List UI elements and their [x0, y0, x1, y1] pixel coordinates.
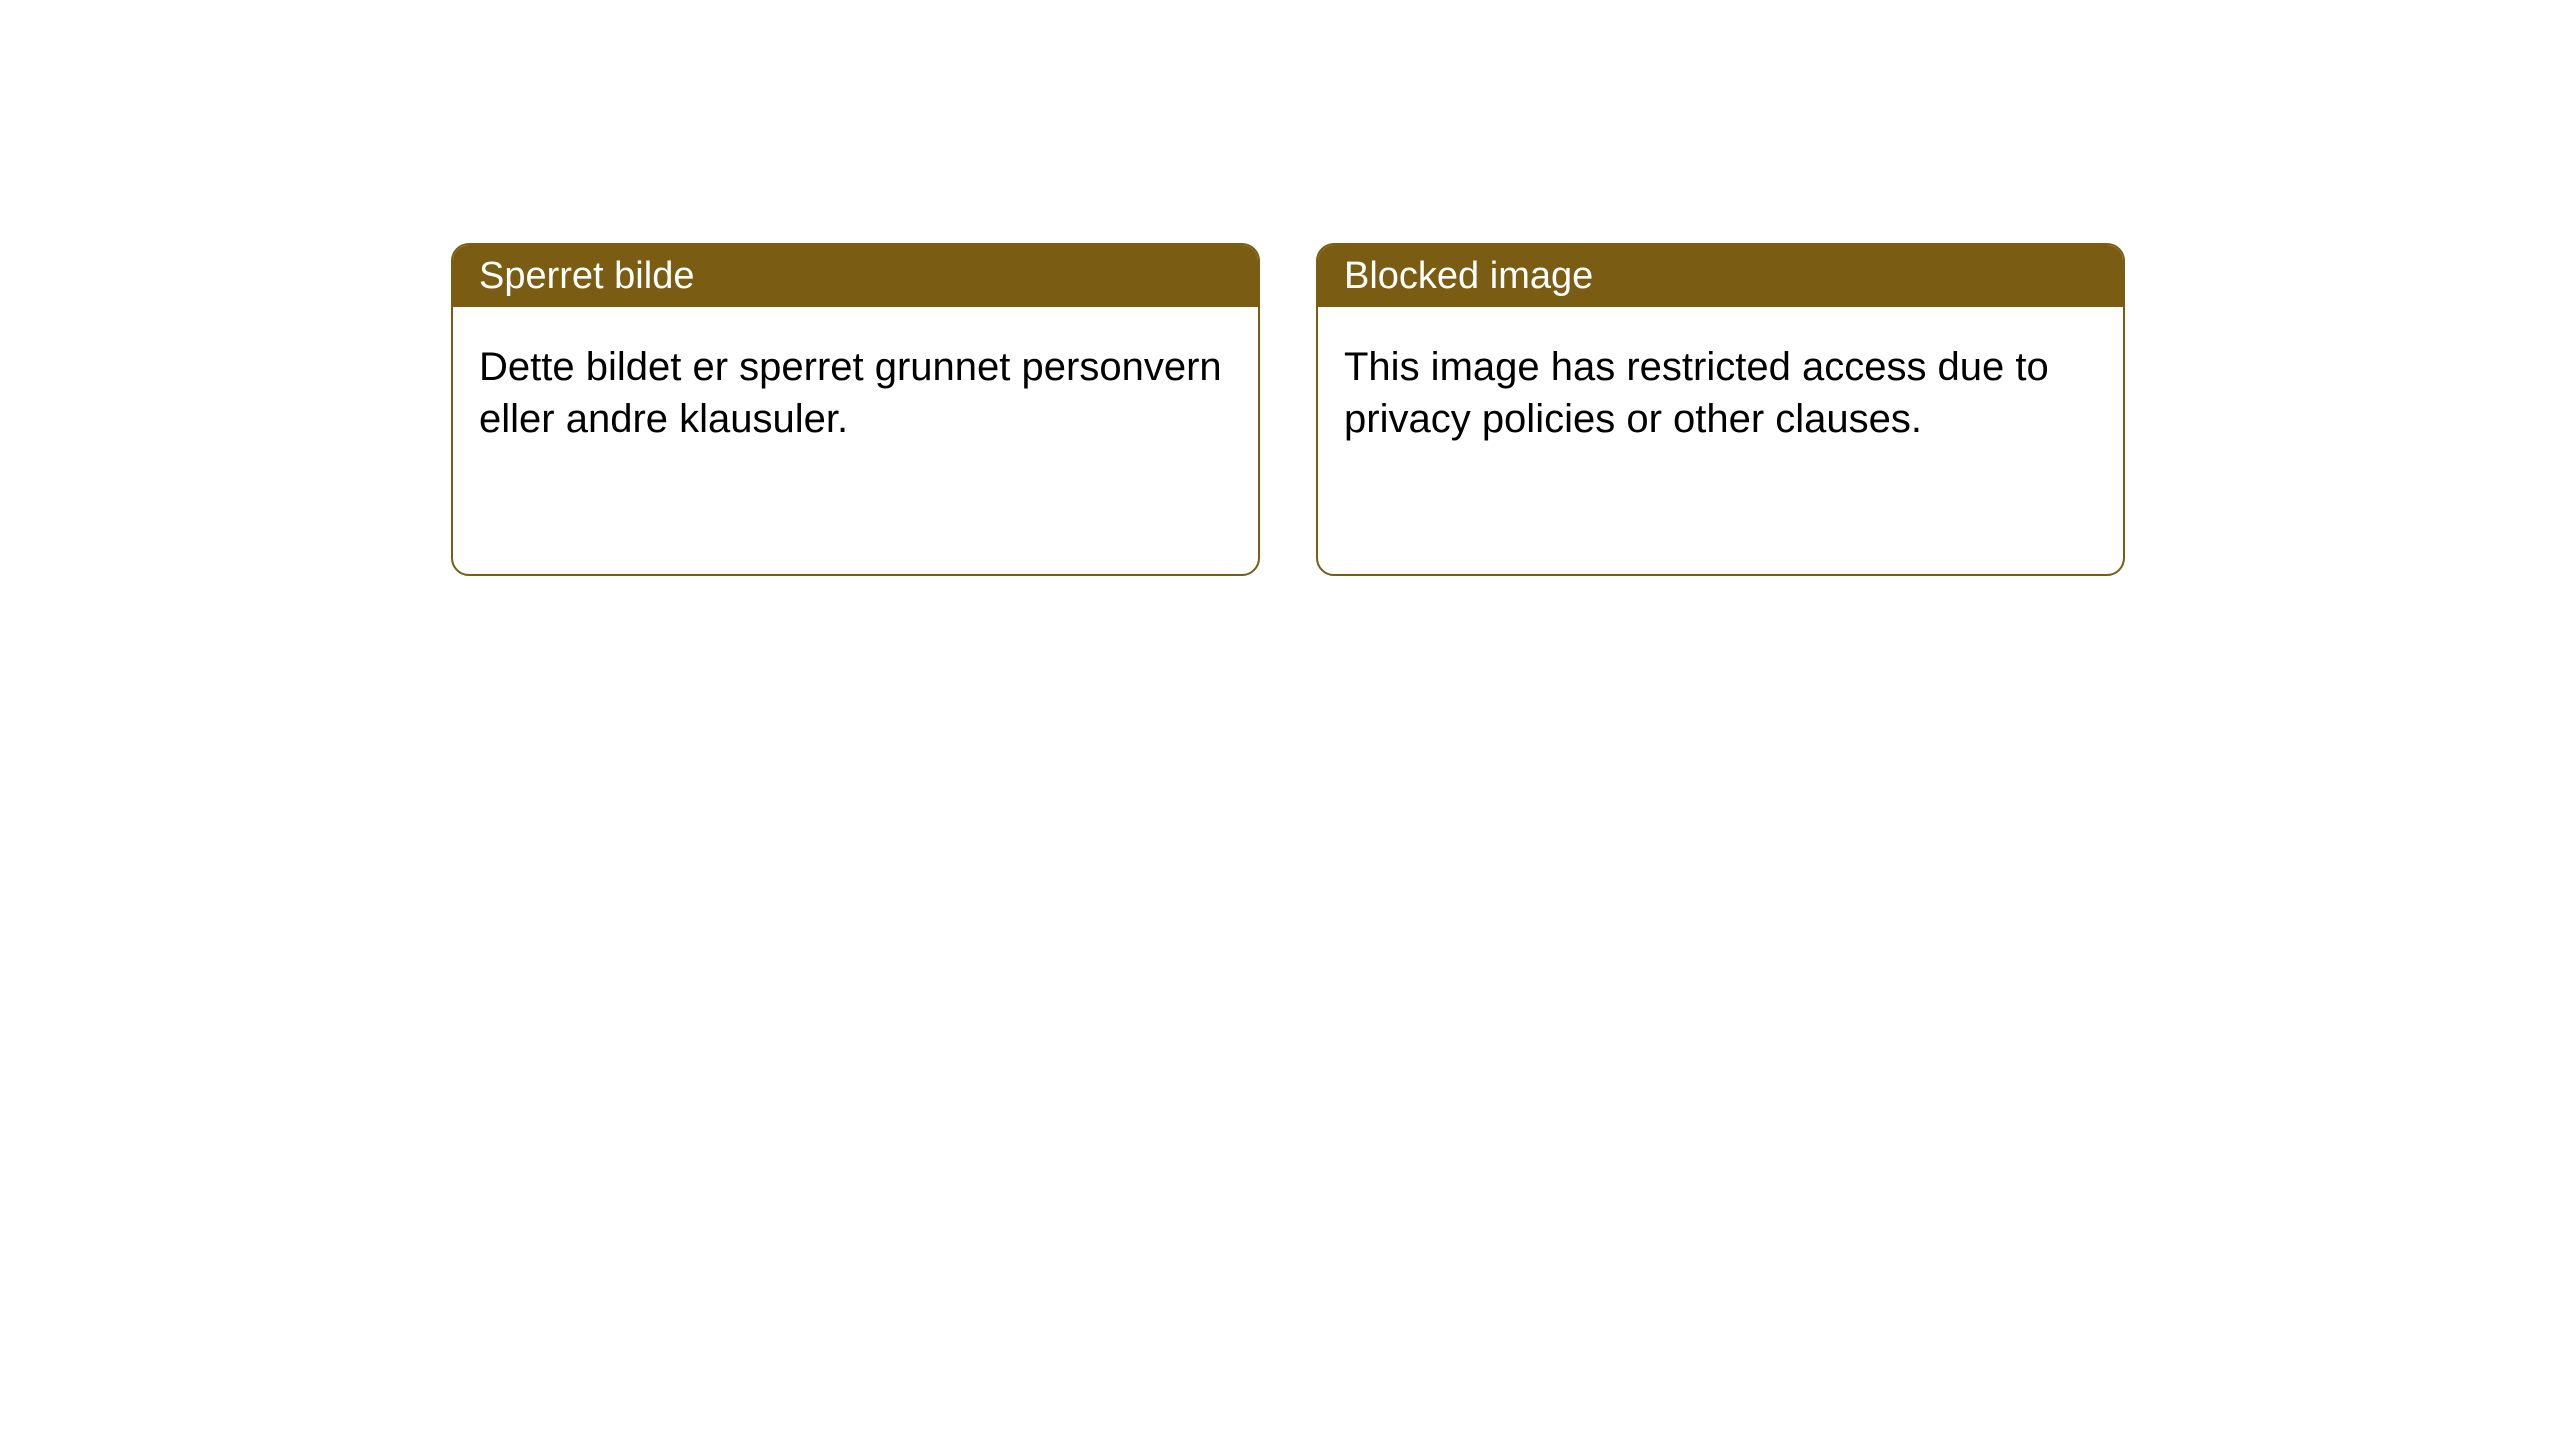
card-title: Blocked image [1344, 255, 1593, 298]
card-body: Dette bildet er sperret grunnet personve… [453, 307, 1258, 479]
card-body-text: Dette bildet er sperret grunnet personve… [479, 345, 1222, 441]
card-title: Sperret bilde [479, 255, 694, 298]
blocked-image-card-norwegian: Sperret bilde Dette bildet er sperret gr… [451, 243, 1260, 576]
card-body: This image has restricted access due to … [1318, 307, 2123, 479]
blocked-image-card-english: Blocked image This image has restricted … [1316, 243, 2125, 576]
card-body-text: This image has restricted access due to … [1344, 345, 2049, 441]
notice-cards-container: Sperret bilde Dette bildet er sperret gr… [0, 0, 2560, 576]
card-header: Sperret bilde [453, 245, 1258, 307]
card-header: Blocked image [1318, 245, 2123, 307]
